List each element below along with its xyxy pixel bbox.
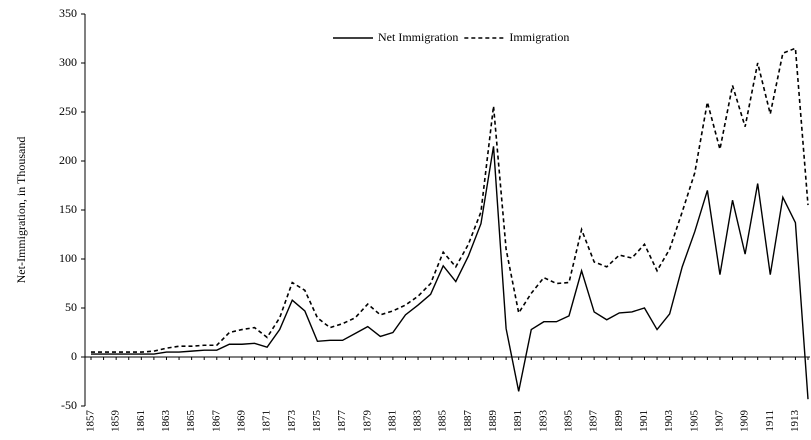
x-tick-label: 1871 xyxy=(261,410,273,432)
x-tick-label: 1863 xyxy=(160,410,172,433)
x-tick-label: 1893 xyxy=(537,410,549,433)
y-tick-label: 50 xyxy=(65,300,77,314)
x-tick-label: 1879 xyxy=(361,410,373,433)
y-tick-label: 350 xyxy=(59,6,77,20)
line-series xyxy=(91,47,809,353)
legend-label: Net Immigration xyxy=(378,30,458,44)
x-tick-label: 1913 xyxy=(789,410,801,433)
y-tick-label: 150 xyxy=(59,202,77,216)
x-tick-label: 1891 xyxy=(512,410,524,432)
x-tick-label: 1875 xyxy=(311,410,323,433)
x-tick-label: 1905 xyxy=(688,410,700,433)
x-tick-label: 1885 xyxy=(437,410,449,433)
x-tick-label: 1901 xyxy=(638,410,650,432)
x-tick-label: 1865 xyxy=(185,410,197,433)
x-tick-label: 1911 xyxy=(764,410,776,432)
y-tick-label: 250 xyxy=(59,104,77,118)
x-tick-label: 1859 xyxy=(110,410,122,433)
x-tick-label: 1909 xyxy=(739,410,751,433)
x-tick-label: 1907 xyxy=(713,410,725,433)
x-tick-label: 1889 xyxy=(487,410,499,433)
y-tick-label: 200 xyxy=(59,153,77,167)
x-tick-label: 1857 xyxy=(85,410,97,433)
x-tick-label: 1895 xyxy=(563,410,575,433)
x-tick-label: 1883 xyxy=(412,410,424,433)
x-tick-label: 1897 xyxy=(588,410,600,433)
x-tick-label: 1887 xyxy=(462,410,474,433)
x-tick-label: 1899 xyxy=(613,410,625,433)
x-tick-label: 1873 xyxy=(286,410,298,433)
y-tick-label: 0 xyxy=(71,349,77,363)
x-tick-label: 1877 xyxy=(336,410,348,433)
x-tick-label: 1861 xyxy=(135,410,147,432)
legend-label: Immigration xyxy=(509,30,569,44)
x-tick-label: 1903 xyxy=(663,410,675,433)
y-tick-label: 100 xyxy=(59,251,77,265)
line-series xyxy=(91,146,809,400)
y-tick-label: 300 xyxy=(59,55,77,69)
x-tick-label: 1881 xyxy=(386,410,398,432)
y-axis-label: Net-Immigration, in Thousand xyxy=(14,137,28,284)
x-tick-label: 1867 xyxy=(210,410,222,433)
y-tick-label: -50 xyxy=(61,398,77,412)
x-tick-label: 1869 xyxy=(235,410,247,433)
